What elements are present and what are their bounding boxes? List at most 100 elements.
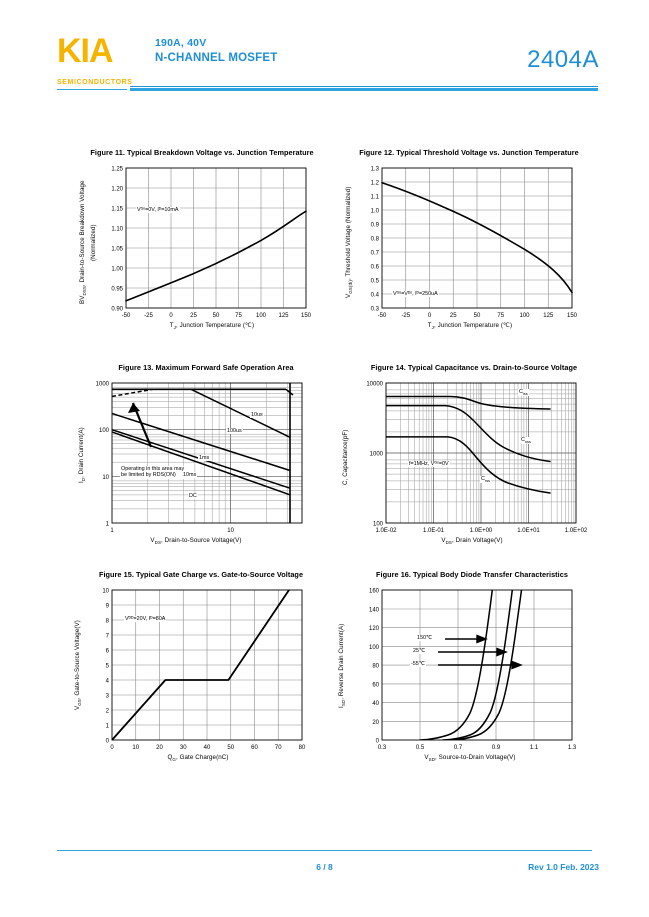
footer-revision: Rev 1.0 Feb. 2023 xyxy=(528,862,599,872)
svg-text:150: 150 xyxy=(301,313,312,319)
figure-14-curve-label-crss: Crss xyxy=(480,475,492,483)
figure-14-curve-label-ciss: Ciss xyxy=(518,388,529,396)
figure-13-x-axis-label: VDS, Drain-to-Source Voltage(V) xyxy=(150,536,242,545)
figure-13-curve-label-10ms: 10ms xyxy=(182,471,198,478)
part-number: 2404A xyxy=(527,46,599,73)
svg-text:1.0E-01: 1.0E-01 xyxy=(423,528,445,534)
header-divider-left xyxy=(57,89,127,90)
footer-divider xyxy=(57,850,592,852)
svg-text:-25: -25 xyxy=(144,313,153,319)
svg-text:8: 8 xyxy=(106,618,110,624)
figure-12-annotation: Vᴳˢ=Vᴰˢ, Iᴰ=250uA xyxy=(392,290,439,297)
svg-text:100: 100 xyxy=(373,521,384,527)
figure-12-svg: 0.3 0.4 0.5 0.6 0.7 0.8 0.9 1.0 1.1 1.2 1.3 -50… xyxy=(371,166,578,319)
svg-text:80: 80 xyxy=(372,663,379,669)
figure-15-x-axis-label: QG, Gate Charge(nC) xyxy=(167,753,229,762)
svg-text:1.05: 1.05 xyxy=(111,246,123,252)
svg-text:0.5: 0.5 xyxy=(371,278,380,284)
figure-14-curve-label-coss: Coss xyxy=(520,436,532,444)
svg-text:1.3: 1.3 xyxy=(568,745,577,751)
svg-text:-25: -25 xyxy=(401,313,410,319)
figure-13-curve-label-1ms: 1ms xyxy=(198,454,211,461)
svg-text:6: 6 xyxy=(106,648,110,654)
svg-text:1.00: 1.00 xyxy=(111,266,123,272)
svg-text:20: 20 xyxy=(372,719,379,725)
svg-text:1.0: 1.0 xyxy=(371,208,380,214)
figure-11: Figure 11. Typical Breakdown Voltage vs.… xyxy=(78,148,326,350)
figure-12-y-axis-label: VGS(th), Threshold Voltage (Normalized) xyxy=(345,185,354,298)
figure-13-y-axis-label: ID, Drain Current(A) xyxy=(78,426,87,483)
figure-13-curve-label-dc: DC xyxy=(188,492,198,499)
svg-text:30: 30 xyxy=(180,745,187,751)
figure-11-x-axis-label: TJ, Junction Temperature (℃) xyxy=(169,321,255,330)
svg-text:70: 70 xyxy=(275,745,282,751)
figure-15-svg: 0 1 2 3 4 5 6 7 8 9 10 0 10 20 30 40 50 60 70 80 xyxy=(102,588,306,751)
svg-text:1000: 1000 xyxy=(96,381,110,387)
figure-13-curve-label-10us: 10us xyxy=(250,411,264,418)
svg-text:1: 1 xyxy=(110,528,114,534)
figure-16-svg: 0 20 40 60 80 100 120 140 160 0.3 0.5 0.7 0.9 1.1… xyxy=(369,588,577,751)
svg-text:10000: 10000 xyxy=(366,381,383,387)
svg-text:1.2: 1.2 xyxy=(371,180,380,186)
figure-11-y-axis-label: BVDSS, Drain-to-Source Breakdown Voltage… xyxy=(79,180,98,304)
svg-text:60: 60 xyxy=(251,745,258,751)
figure-16-curve-label-150c: 150℃ xyxy=(416,634,434,641)
svg-text:0.95: 0.95 xyxy=(111,286,123,292)
figure-16-x-axis-label: VSD, Source-to-Drain Voltage(V) xyxy=(424,753,516,762)
svg-text:-50: -50 xyxy=(122,313,131,319)
svg-text:0.6: 0.6 xyxy=(371,264,380,270)
figure-12-plot: VGS(th), Threshold Voltage (Normalized) xyxy=(340,160,598,350)
figure-12: Figure 12. Typical Threshold Voltage vs.… xyxy=(340,148,598,350)
device-rating: 190A, 40V xyxy=(155,37,207,49)
svg-text:100: 100 xyxy=(369,644,380,650)
svg-text:60: 60 xyxy=(372,682,379,688)
svg-text:75: 75 xyxy=(235,313,242,319)
kia-logo-subtitle: SEMICONDUCTORS xyxy=(57,79,133,86)
figure-13-svg: 1 10 100 1000 1 10 xyxy=(96,381,303,534)
svg-text:10: 10 xyxy=(102,474,109,480)
svg-text:1: 1 xyxy=(106,723,110,729)
svg-text:20: 20 xyxy=(156,745,163,751)
figure-11-title: Figure 11. Typical Breakdown Voltage vs.… xyxy=(90,148,314,157)
figure-12-title: Figure 12. Typical Threshold Voltage vs.… xyxy=(359,148,579,157)
svg-text:1000: 1000 xyxy=(370,451,384,457)
svg-text:1.0E-02: 1.0E-02 xyxy=(375,528,397,534)
figure-13-plot: ID, Drain Current(A) xyxy=(78,375,334,565)
svg-text:50: 50 xyxy=(213,313,220,319)
svg-text:140: 140 xyxy=(369,607,380,613)
figure-16-curve-label-25c: 25℃ xyxy=(412,647,427,654)
svg-text:125: 125 xyxy=(278,313,289,319)
svg-text:0.8: 0.8 xyxy=(371,236,380,242)
svg-text:1.10: 1.10 xyxy=(111,226,123,232)
svg-text:25: 25 xyxy=(450,313,457,319)
svg-text:0: 0 xyxy=(106,738,110,744)
svg-text:50: 50 xyxy=(474,313,481,319)
figure-15-plot: VGS, Gate-to-Source Voltage(V) xyxy=(72,582,330,782)
svg-text:1.3: 1.3 xyxy=(371,166,380,172)
svg-text:0.3: 0.3 xyxy=(378,745,387,751)
svg-text:10: 10 xyxy=(227,528,234,534)
kia-logo: KIA xyxy=(57,32,114,70)
figure-15-annotation: Vᴰᴰ=20V, Iᴰ=80A xyxy=(124,615,167,622)
svg-text:0.7: 0.7 xyxy=(454,745,463,751)
svg-text:0.9: 0.9 xyxy=(371,222,380,228)
page-header: KIA SEMICONDUCTORS 190A, 40V N-CHANNEL M… xyxy=(0,28,649,98)
svg-text:0.7: 0.7 xyxy=(371,250,380,256)
figure-13: Figure 13. Maximum Forward Safe Operatio… xyxy=(78,363,334,565)
svg-text:40: 40 xyxy=(372,701,379,707)
figure-15-y-axis-label: VGS, Gate-to-Source Voltage(V) xyxy=(74,619,83,710)
svg-text:1.0E+00: 1.0E+00 xyxy=(470,528,493,534)
svg-text:1.15: 1.15 xyxy=(111,206,123,212)
svg-text:0: 0 xyxy=(110,745,114,751)
figure-14-title: Figure 14. Typical Capacitance vs. Drain… xyxy=(370,363,578,372)
svg-text:5: 5 xyxy=(106,663,110,669)
footer-page-number: 6 / 8 xyxy=(316,862,333,872)
svg-text:4: 4 xyxy=(106,678,110,684)
figure-16-plot: ISD, Reverse Drain Current(A) xyxy=(336,582,608,782)
figure-13-title: Figure 13. Maximum Forward Safe Operatio… xyxy=(118,363,294,372)
svg-text:120: 120 xyxy=(369,626,380,632)
figure-11-annotation: Vᴳˢ=0V, Iᴰ=10mA xyxy=(136,206,180,213)
figure-16-y-axis-label: ISD, Reverse Drain Current(A) xyxy=(338,623,347,708)
figure-15: Figure 15. Typical Gate Charge vs. Gate-… xyxy=(72,570,330,782)
svg-text:100: 100 xyxy=(519,313,530,319)
